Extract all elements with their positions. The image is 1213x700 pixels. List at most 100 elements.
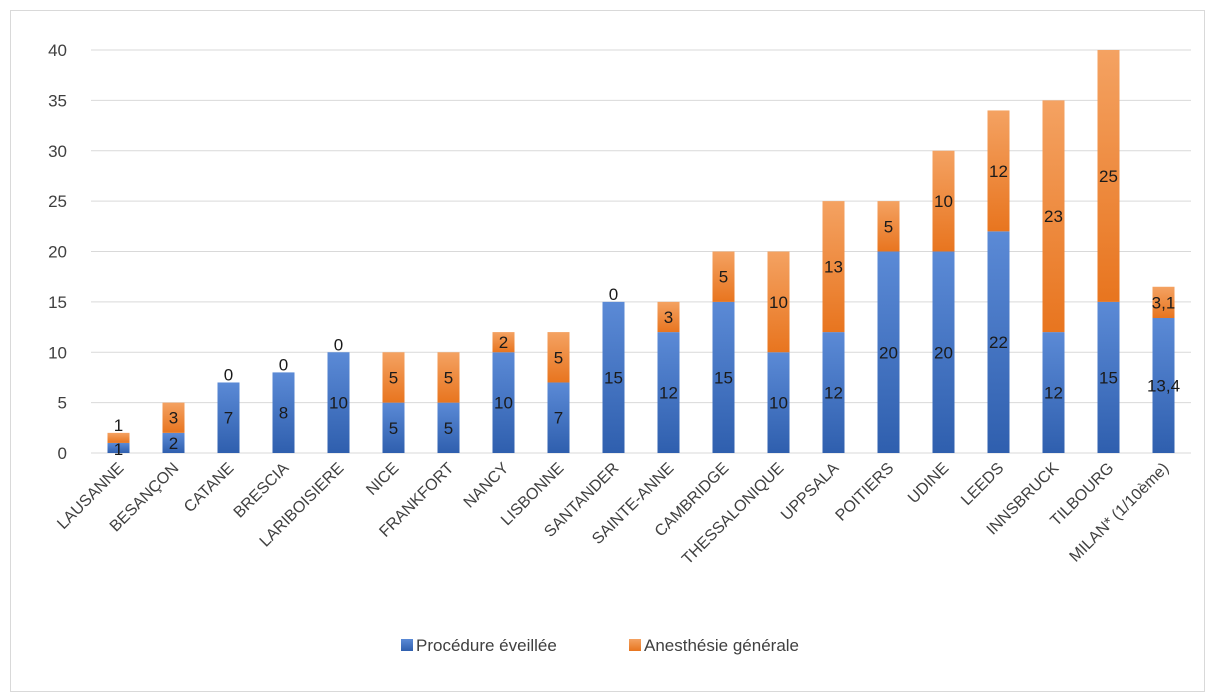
data-label: 7 bbox=[554, 409, 563, 428]
data-label: 12 bbox=[824, 384, 843, 403]
chart-frame: 0 5 10 15 20 25 30 35 40 1 1 2 3 7 0 8 0 10 0 5 5 5 5 10 2 7 5 15 0… bbox=[10, 10, 1205, 692]
data-label: 5 bbox=[719, 268, 728, 287]
legend-swatch bbox=[629, 639, 641, 651]
bar-procedure-eveillee bbox=[987, 231, 1010, 453]
data-label: 5 bbox=[389, 368, 398, 387]
bar-procedure-eveillee bbox=[1152, 317, 1175, 453]
x-axis-ticks: LAUSANNEBESANÇONCATANEBRESCIALARIBOISIER… bbox=[54, 460, 1172, 568]
data-label: 3,1 bbox=[1152, 293, 1176, 312]
x-tick-label: CATANE bbox=[181, 460, 237, 516]
bar-anesthesie-generale bbox=[877, 201, 900, 252]
data-label: 20 bbox=[879, 343, 898, 362]
bar-procedure-eveillee bbox=[932, 251, 955, 453]
y-tick-label: 5 bbox=[58, 394, 67, 413]
y-axis-ticks: 0 5 10 15 20 25 30 35 40 bbox=[48, 41, 67, 463]
data-label: 5 bbox=[884, 217, 893, 236]
x-tick-label: NANCY bbox=[461, 460, 513, 512]
data-label: 8 bbox=[279, 404, 288, 423]
x-tick-label: POITIERS bbox=[832, 460, 897, 525]
bar-procedure-eveillee bbox=[657, 332, 680, 453]
bar-anesthesie-generale bbox=[547, 332, 570, 383]
bar-anesthesie-generale bbox=[987, 110, 1010, 232]
bar-procedure-eveillee bbox=[107, 442, 130, 453]
data-label: 10 bbox=[494, 394, 513, 413]
x-tick-label: MILAN* (1/10ème) bbox=[1067, 460, 1173, 566]
data-label: 13,4 bbox=[1147, 376, 1180, 395]
bar-anesthesie-generale bbox=[1097, 50, 1120, 302]
y-tick-label: 0 bbox=[58, 444, 67, 463]
gridlines bbox=[91, 49, 1191, 454]
legend-label: Anesthésie générale bbox=[644, 636, 799, 655]
bar-procedure-eveillee bbox=[272, 372, 295, 453]
data-label: 12 bbox=[659, 384, 678, 403]
y-tick-label: 35 bbox=[48, 91, 67, 110]
bar-anesthesie-generale bbox=[492, 332, 515, 353]
bar-anesthesie-generale bbox=[767, 251, 790, 353]
data-label: 13 bbox=[824, 258, 843, 277]
data-label: 3 bbox=[169, 409, 178, 428]
x-tick-label: NICE bbox=[363, 460, 402, 499]
bar-procedure-eveillee bbox=[1097, 301, 1120, 453]
bar-anesthesie-generale bbox=[1152, 286, 1175, 318]
legend: Procédure éveillée Anesthésie générale bbox=[401, 636, 799, 655]
data-label: 23 bbox=[1044, 207, 1063, 226]
legend-swatch bbox=[401, 639, 413, 651]
data-label: 10 bbox=[769, 394, 788, 413]
data-label: 0 bbox=[279, 355, 288, 374]
x-tick-label: THESSALONIQUE bbox=[679, 460, 787, 568]
bar-anesthesie-generale bbox=[1042, 100, 1065, 333]
y-tick-label: 25 bbox=[48, 192, 67, 211]
data-label: 10 bbox=[934, 192, 953, 211]
data-label: 12 bbox=[989, 162, 1008, 181]
y-tick-label: 30 bbox=[48, 142, 67, 161]
bar-anesthesie-generale bbox=[382, 352, 405, 403]
bar-anesthesie-generale bbox=[162, 402, 185, 433]
data-label: 2 bbox=[169, 434, 178, 453]
bar-procedure-eveillee bbox=[382, 402, 405, 453]
bar-procedure-eveillee bbox=[1042, 332, 1065, 453]
bar-anesthesie-generale bbox=[437, 352, 460, 403]
y-tick-label: 20 bbox=[48, 243, 67, 262]
data-label: 25 bbox=[1099, 167, 1118, 186]
data-label: 7 bbox=[224, 409, 233, 428]
data-label: 5 bbox=[444, 368, 453, 387]
bar-procedure-eveillee bbox=[877, 251, 900, 453]
data-label: 10 bbox=[329, 394, 348, 413]
y-tick-label: 40 bbox=[48, 41, 67, 60]
data-label: 22 bbox=[989, 333, 1008, 352]
bar-anesthesie-generale bbox=[712, 251, 735, 302]
data-label: 1 bbox=[114, 440, 123, 459]
data-label: 20 bbox=[934, 343, 953, 362]
data-label: 3 bbox=[664, 308, 673, 327]
bar-procedure-eveillee bbox=[602, 301, 625, 453]
data-label: 0 bbox=[609, 285, 618, 304]
data-label: 2 bbox=[499, 333, 508, 352]
data-label: 15 bbox=[1099, 368, 1118, 387]
data-label: 1 bbox=[114, 416, 123, 435]
bars bbox=[107, 50, 1175, 453]
bar-anesthesie-generale bbox=[107, 432, 130, 443]
bar-procedure-eveillee bbox=[547, 382, 570, 453]
bar-procedure-eveillee bbox=[437, 402, 460, 453]
data-label: 15 bbox=[604, 368, 623, 387]
data-label: 0 bbox=[334, 335, 343, 354]
data-label: 12 bbox=[1044, 384, 1063, 403]
bar-anesthesie-generale bbox=[822, 201, 845, 333]
data-label: 15 bbox=[714, 368, 733, 387]
bar-procedure-eveillee bbox=[162, 432, 185, 453]
legend-label: Procédure éveillée bbox=[416, 636, 557, 655]
x-tick-label: LEEDS bbox=[958, 460, 1007, 509]
bar-procedure-eveillee bbox=[217, 382, 240, 453]
bar-anesthesie-generale bbox=[932, 150, 955, 252]
bar-anesthesie-generale bbox=[657, 301, 680, 333]
data-label: 0 bbox=[224, 365, 233, 384]
bar-procedure-eveillee bbox=[712, 301, 735, 453]
bar-procedure-eveillee bbox=[767, 352, 790, 453]
data-label: 10 bbox=[769, 293, 788, 312]
y-tick-label: 10 bbox=[48, 343, 67, 362]
y-tick-label: 15 bbox=[48, 293, 67, 312]
data-label: 5 bbox=[444, 419, 453, 438]
x-tick-label: UDINE bbox=[905, 460, 952, 507]
data-label: 5 bbox=[554, 348, 563, 367]
